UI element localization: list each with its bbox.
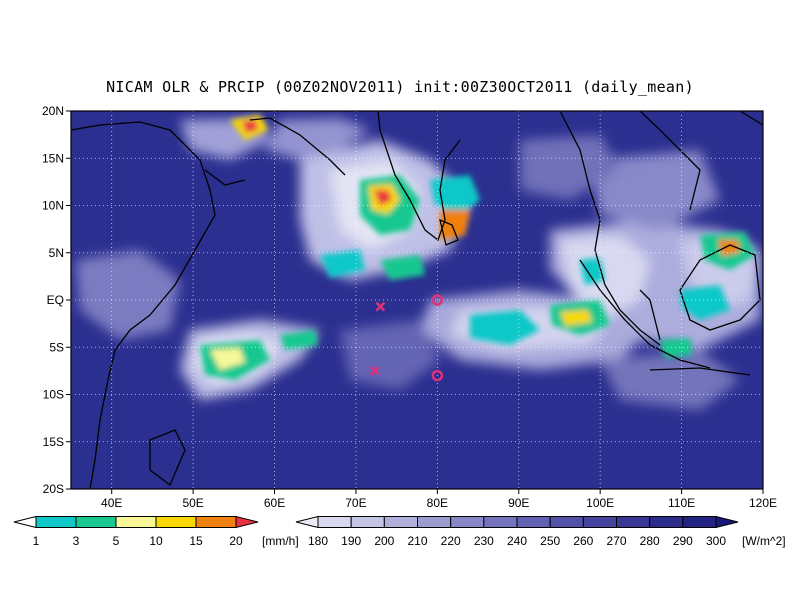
colorbar-label: 240: [507, 534, 527, 548]
colorbar-box: [616, 516, 651, 528]
lat-tick-label: 10N: [42, 199, 64, 213]
colorbar-box: [582, 516, 617, 528]
precip-colorbar: 1 3 5 10 15 20 [mm/h]: [13, 515, 299, 548]
lon-tick-label: 120E: [749, 496, 777, 510]
circle-marker: [431, 369, 444, 382]
colorbar-box: [350, 516, 385, 528]
colorbar-label: 260: [573, 534, 593, 548]
colorbar-arrow-left: [295, 515, 319, 529]
x-marker: [369, 365, 380, 376]
colorbar-label: 180: [308, 534, 328, 548]
lat-tick-label: 15N: [42, 151, 64, 165]
lon-tick-label: 70E: [345, 496, 366, 510]
map-graticule: [71, 111, 763, 489]
lat-tick-label: 5S: [49, 340, 64, 354]
lat-tick-label: 15S: [43, 435, 64, 449]
colorbar-label: 230: [474, 534, 494, 548]
storm-markers: [369, 294, 444, 382]
map-title: NICAM OLR & PRCIP (00Z02NOV2011) init:00…: [106, 78, 694, 96]
colorbar-label: 3: [73, 534, 80, 548]
colorbar-label: 250: [540, 534, 560, 548]
colorbar-label: 300: [706, 534, 726, 548]
axis-ticks: 20N 15N 10N 5N EQ 5S 10S 15S 20S 40E 50E 60E 70E 80E 9…: [42, 104, 777, 510]
colorbar-box: [549, 516, 584, 528]
colorbar-unit: [mm/h]: [262, 534, 299, 548]
lon-tick-label: 40E: [101, 496, 122, 510]
lon-tick-label: 80E: [427, 496, 448, 510]
precip-field: [200, 115, 755, 380]
colorbar-unit: [W/m^2]: [742, 534, 786, 548]
colorbar-box: [155, 516, 197, 528]
lon-tick-label: 110E: [668, 496, 695, 510]
lat-tick-label: 5N: [49, 246, 64, 260]
colorbar-box: [115, 516, 157, 528]
colorbar-label: 290: [673, 534, 693, 548]
colorbar-label: 280: [640, 534, 660, 548]
lat-tick-label: EQ: [47, 293, 64, 307]
lat-tick-label: 20S: [43, 482, 64, 496]
colorbar-label: 5: [113, 534, 120, 548]
lon-tick-label: 50E: [182, 496, 203, 510]
colorbar-label: 10: [149, 534, 163, 548]
colorbar-box: [649, 516, 684, 528]
colorbar-box: [75, 516, 117, 528]
colorbar-box: [383, 516, 419, 528]
lat-tick-label: 20N: [42, 104, 64, 118]
colorbar-arrow-left: [13, 515, 37, 529]
lon-tick-label: 100E: [586, 496, 614, 510]
colorbar-label: 220: [441, 534, 461, 548]
lon-tick-label: 90E: [508, 496, 529, 510]
colorbar-box: [483, 516, 518, 528]
olr-colorbar: 180 190 200 210 220 230 240 250 260 270 280 290 300 […: [295, 515, 786, 548]
x-marker: [375, 301, 386, 312]
colorbar-box: [450, 516, 485, 528]
colorbar-box: [682, 516, 717, 528]
colorbar-box: [195, 516, 237, 528]
colorbar-label: 200: [374, 534, 394, 548]
circle-marker: [431, 294, 444, 306]
lat-tick-label: 10S: [43, 388, 64, 402]
lon-tick-label: 60E: [264, 496, 285, 510]
colorbar-arrow-right: [235, 515, 259, 529]
colorbar-label: 190: [341, 534, 361, 548]
colorbar-label: 15: [189, 534, 203, 548]
colorbar-label: 1: [33, 534, 40, 548]
colorbar-label: 210: [407, 534, 427, 548]
colorbar-box: [35, 516, 77, 528]
colorbar-box: [417, 516, 452, 528]
colorbar-box: [317, 516, 352, 528]
colorbar-arrow-right: [715, 515, 739, 529]
colorbar-label: 20: [229, 534, 243, 548]
colorbar-box: [516, 516, 551, 528]
colorbar-label: 270: [606, 534, 626, 548]
